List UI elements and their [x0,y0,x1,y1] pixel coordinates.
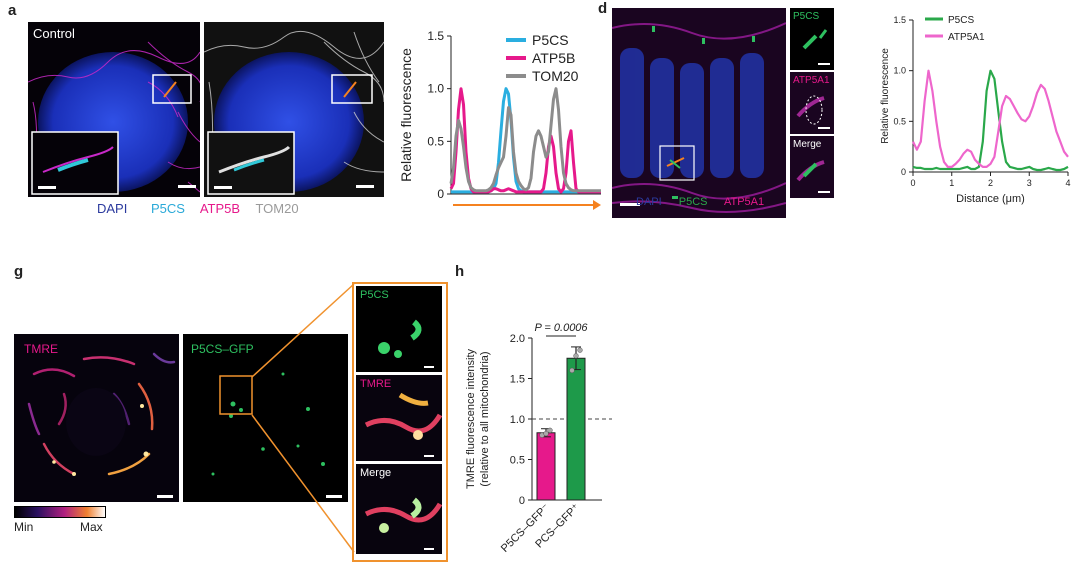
y-tick-label: 0.5 [427,134,444,148]
panel-g-letter: g [14,263,24,280]
scale-bar-inset [38,186,56,189]
bar-0 [536,432,556,501]
tom20-micrograph [204,22,384,197]
panel-d-channel-legend: DAPI P5CS ATP5A1 [636,196,764,208]
x-tick-label: 4 [1065,178,1070,188]
tissue-micrograph [612,8,786,218]
panel-h-letter: h [455,263,465,280]
legend-label-atp5b: ATP5B [532,50,575,66]
control-label: Control [33,26,75,41]
channel-p5cs: P5CS [678,196,708,208]
gfp-label: P5CS–GFP [191,342,254,356]
panel-g-gfp-image: P5CS–GFP [183,334,348,502]
data-point [569,367,575,374]
panel-g-tmre-image: TMRE [14,334,179,502]
legend-label-p5cs: P5CS [948,15,974,26]
y-tick-label: 2.0 [510,333,525,345]
x-tick-label: 2 [988,178,993,188]
p-value-annotation: P = 0.0006 [534,322,588,334]
zoom-connector-lines [251,283,355,553]
data-point [573,353,579,359]
data-point [577,347,583,353]
colorbar [14,506,106,518]
y-axis-label: Relative fluorescence [880,48,891,144]
scale-bar [157,495,173,498]
channel-dapi: DAPI [97,201,128,216]
legend-label-p5cs: P5CS [532,32,569,48]
series-line-atp5b [449,87,601,194]
x-axis-label: Distance (μm) [956,193,1025,205]
arrow-head [593,200,601,210]
y-tick-label: 0.5 [893,116,906,126]
control-micrograph [28,22,200,197]
series-line-p5cs [912,69,1069,172]
data-point [547,427,553,433]
y-axis-label: TMRE fluorescence intensity [465,349,477,489]
y-tick-label: 1.5 [510,374,525,386]
bar-1 [566,357,586,501]
panel-g-inset-p5cs: P5CS [356,286,442,372]
inset-label-merge: Merge [360,467,392,479]
scale-bar [620,203,640,206]
x-tick-label: 3 [1027,178,1032,188]
y-axis-label: Relative fluorescence [398,48,414,182]
legend-label-tom20: TOM20 [532,68,579,84]
panel-d-letter: d [598,0,608,17]
y-tick-label: 1.5 [427,29,444,43]
series-line-p5cs [451,87,601,194]
channel-atp5b: ATP5B [199,201,241,216]
panel-d-inset-p5cs: P5CS [790,8,834,70]
channel-dapi: DAPI [636,196,662,208]
x-tick-label: 0 [910,178,915,188]
y-tick-label: 0 [437,187,444,201]
inset-label-atp5a1: ATP5A1 [793,75,830,86]
channel-p5cs: P5CS [150,201,185,216]
inset-label-merge: Merge [793,139,822,150]
panel-g-insets-frame [352,282,448,562]
scale-bar [326,495,342,498]
tmre-micrograph [14,334,179,502]
panel-a-line-chart: 0 0.5 1.0 1.5 Relative fluorescence P5CS ATP5B… [398,29,601,210]
gfp-micrograph [183,334,348,502]
series-line-atp5a1 [912,69,1069,168]
panel-d-line-chart: 0 0.5 1.0 1.5 0 1 2 3 4 Distance (μm) Relative flu… [880,15,1071,205]
panel-a-control-image: Control [28,22,200,197]
colorbar-min-label: Min [14,520,34,534]
legend-label-atp5a1: ATP5A1 [948,32,985,43]
inset-label-p5cs: P5CS [793,11,820,22]
x-tick-label: 1 [949,178,954,188]
y-tick-label: 1.0 [893,66,906,76]
inset-label-p5cs: P5CS [360,289,389,301]
channel-tom20: TOM20 [255,201,299,216]
scale-bar [356,185,374,188]
scale-bar [178,185,196,188]
y-tick-label: 0 [519,495,525,507]
channel-atp5a1: ATP5A1 [723,196,765,208]
y-tick-label: 1.5 [893,15,906,25]
panel-a-tom20-image [204,22,384,197]
colorbar-max-label: Max [80,520,103,534]
panel-h-bar-chart: 0 0.5 1.0 1.5 2.0 TMRE fluorescence intensity… [465,322,612,555]
panel-g-inset-tmre: TMRE [356,375,442,461]
data-point [543,430,549,437]
y-tick-label: 1.0 [510,414,525,426]
panel-a-letter: a [8,2,17,19]
y-tick-label: 0 [901,167,906,177]
scale-bar-inset [214,186,232,189]
panel-d-main-image [612,8,786,218]
panel-g-inset-merge: Merge [356,464,442,554]
y-axis-label-2: (relative to all mitochondria) [479,351,491,486]
series-line-tom20 [449,87,601,193]
y-tick-label: 0.5 [510,455,525,467]
panel-d-inset-atp5a1: ATP5A1 [790,72,834,134]
panel-a-channel-legend: DAPI P5CS ATP5B TOM20 [97,201,311,216]
panel-d-inset-merge: Merge [790,136,834,198]
tmre-label: TMRE [24,342,58,356]
inset-label-tmre: TMRE [360,378,392,390]
y-tick-label: 1.0 [427,82,444,96]
